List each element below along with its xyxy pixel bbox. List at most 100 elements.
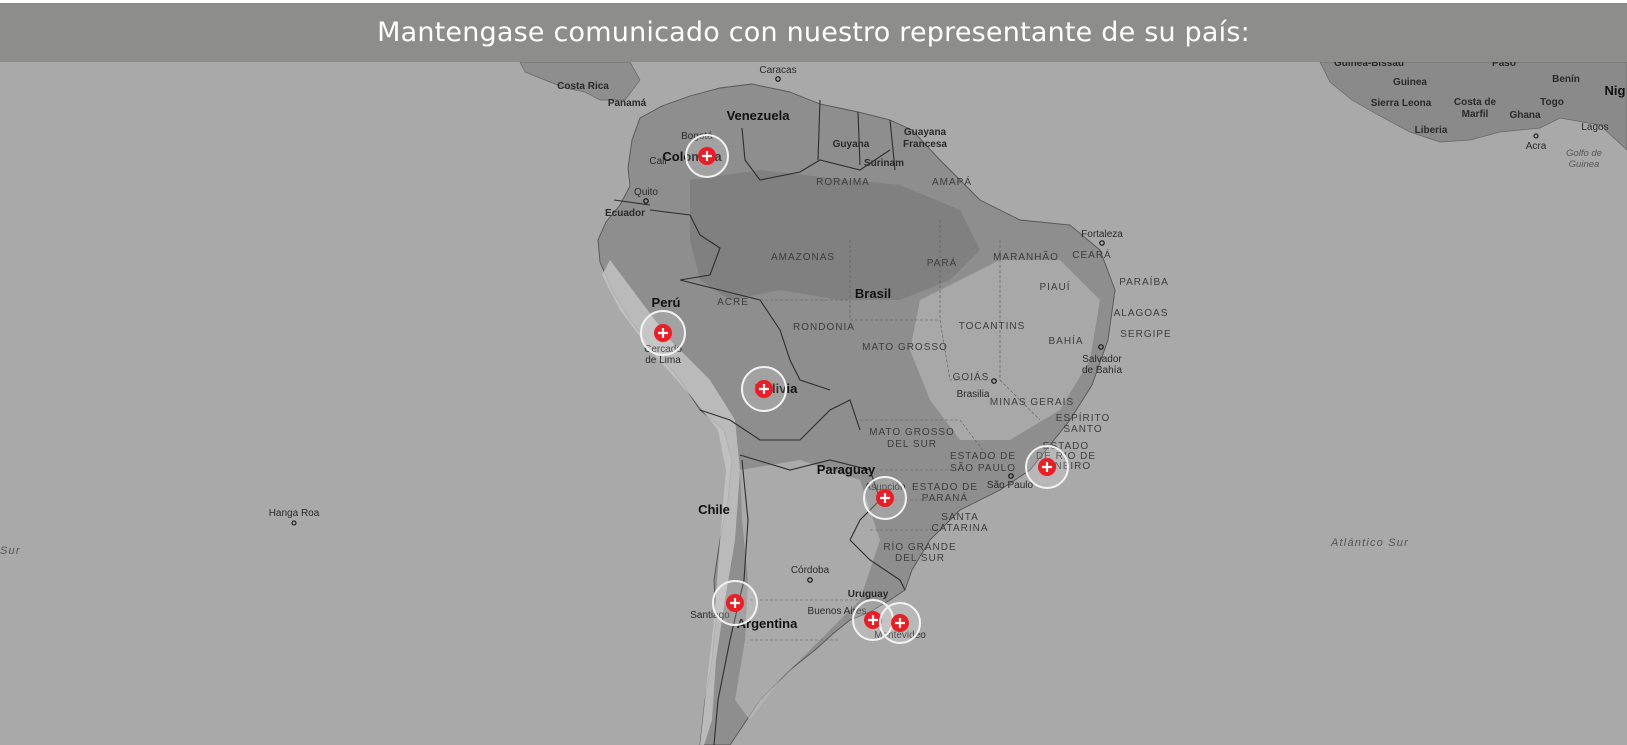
label-costa-marfil-2: Marfil — [1462, 109, 1489, 120]
marker-argentina[interactable] — [852, 599, 894, 641]
marker-uruguay[interactable] — [879, 602, 921, 644]
label-buenos-aires: Buenos Aires — [808, 606, 867, 617]
southern-cone-region — [735, 460, 880, 720]
page-title: Mantengase comunicado con nuestro repres… — [0, 3, 1627, 62]
label-piaui: PIAUÍ — [1039, 280, 1070, 293]
label-roraima: RORAIMA — [816, 177, 870, 188]
city-dot-salvador — [1098, 344, 1104, 350]
country-labels: Venezuela Colombia Ecuador Perú Brasil B… — [557, 62, 1625, 631]
label-paraguay: Paraguay — [817, 462, 876, 477]
label-peru: Perú — [652, 295, 681, 310]
label-pacifico-sur: Sur — [0, 545, 21, 557]
marker-peru[interactable] — [640, 310, 686, 356]
marker-chile[interactable] — [712, 580, 758, 626]
label-goias: GOIÁS — [953, 370, 990, 383]
city-dot-brasilia — [991, 378, 997, 384]
label-caracas: Caracas — [759, 65, 796, 76]
label-nigeria: Nig — [1605, 83, 1626, 98]
africa-land — [1319, 62, 1627, 151]
state-labels: RORAIMA AMAPÁ AMAZONAS PARÁ MARANHÃO CEA… — [717, 175, 1171, 564]
label-salvador-2: de Bahía — [1082, 365, 1122, 376]
label-golfo-guinea-2: Guinea — [1569, 159, 1600, 170]
label-santiago: Santiago — [690, 610, 730, 621]
label-ecuador: Ecuador — [605, 208, 645, 219]
marker-paraguay[interactable] — [863, 476, 907, 520]
label-sc-2: CATARINA — [931, 523, 988, 534]
label-paso: Paso — [1492, 62, 1516, 69]
label-guyana: Guyana — [833, 139, 870, 150]
label-ms-1: MATO GROSSO — [869, 427, 955, 438]
label-atlantico-sur: Atlántico Sur — [1330, 537, 1409, 549]
plus-icon — [658, 328, 668, 338]
label-amazonas: AMAZONAS — [771, 252, 835, 263]
brazil-east-region — [910, 260, 1100, 440]
label-rj-3: JANEIRO — [1041, 461, 1091, 472]
label-parana-2: PARANÁ — [922, 491, 968, 504]
label-fortaleza: Fortaleza — [1081, 229, 1123, 240]
label-chile: Chile — [698, 502, 730, 517]
label-ms-2: DEL SUR — [887, 439, 937, 450]
label-sergipe: SERGIPE — [1120, 329, 1171, 340]
label-minas-gerais: MINAS GERAIS — [990, 397, 1074, 408]
label-para: PARÁ — [927, 256, 958, 269]
label-brasil: Brasil — [855, 286, 891, 301]
plus-icon — [895, 618, 905, 628]
label-maranhao: MARANHÃO — [993, 250, 1059, 263]
label-sp-2: SÃO PAULO — [950, 461, 1016, 474]
label-espirito-santo-2: SANTO — [1063, 424, 1102, 435]
label-quito: Quito — [634, 187, 658, 198]
label-alagoas: ALAGOAS — [1114, 308, 1169, 319]
label-guayana-francesa-1: Guayana — [904, 127, 947, 138]
city-dot-caracas — [775, 76, 781, 82]
city-dot-quito — [643, 198, 649, 204]
label-lima-1: Cercado — [644, 344, 682, 355]
label-guinea-bissau: Guinea-Bissau — [1334, 62, 1404, 69]
label-paraiba: PARAÍBA — [1119, 275, 1169, 288]
label-accra: Acra — [1526, 141, 1547, 152]
label-cordoba: Córdoba — [791, 565, 830, 576]
marker-brasil[interactable] — [1025, 445, 1069, 489]
marker-colombia[interactable] — [685, 134, 729, 178]
amazon-region — [690, 170, 980, 300]
label-lagos: Lagos — [1581, 122, 1608, 133]
label-mato-grosso: MATO GROSSO — [862, 342, 948, 353]
label-golfo-guinea-1: Golfo de — [1566, 148, 1602, 159]
label-asuncion: Asunción — [864, 482, 905, 493]
city-dot-sao-paulo — [1008, 473, 1014, 479]
plus-icon — [1042, 462, 1052, 472]
label-bahia: BAHÍA — [1048, 334, 1083, 347]
central-america-land — [519, 62, 641, 101]
label-sc-1: SANTA — [941, 512, 979, 523]
label-costa-marfil-1: Costa de — [1454, 97, 1497, 108]
city-labels: Caracas Bogotá Cali Quito Cercado de Lim… — [269, 65, 1609, 641]
label-acre: ACRE — [717, 297, 749, 308]
label-togo: Togo — [1540, 97, 1564, 108]
plus-icon — [759, 384, 769, 394]
representative-markers[interactable] — [640, 134, 1069, 644]
city-dot-hanga-roa — [291, 520, 297, 526]
label-lima-2: de Lima — [645, 355, 681, 366]
label-venezuela: Venezuela — [727, 108, 791, 123]
label-rj-1: ESTADO — [1043, 441, 1089, 452]
marker-bolivia[interactable] — [741, 366, 787, 412]
label-tocantins: TOCANTINS — [959, 321, 1026, 332]
plus-icon — [730, 598, 740, 608]
pacific-coast-strip — [602, 260, 740, 745]
plus-icon — [880, 493, 890, 503]
label-guinea: Guinea — [1393, 77, 1427, 88]
label-espirito-santo-1: ESPÍRITO — [1056, 411, 1111, 424]
label-parana-1: ESTADO DE — [912, 482, 978, 493]
label-argentina: Argentina — [737, 616, 798, 631]
label-uruguay: Uruguay — [848, 589, 889, 600]
plus-icon — [702, 151, 712, 161]
label-surinam: Surinam — [864, 158, 904, 169]
label-rs-2: DEL SUR — [895, 553, 945, 564]
map-view[interactable]: Venezuela Colombia Ecuador Perú Brasil B… — [0, 62, 1627, 745]
label-panama: Panamá — [608, 98, 647, 109]
label-ghana: Ghana — [1509, 110, 1541, 121]
label-brasilia: Brasilia — [957, 389, 990, 400]
label-sao-paulo: São Paulo — [987, 480, 1034, 491]
map-canvas[interactable]: Venezuela Colombia Ecuador Perú Brasil B… — [0, 62, 1627, 745]
ocean-labels: Atlántico Sur Sur Golfo de Guinea — [0, 148, 1602, 557]
